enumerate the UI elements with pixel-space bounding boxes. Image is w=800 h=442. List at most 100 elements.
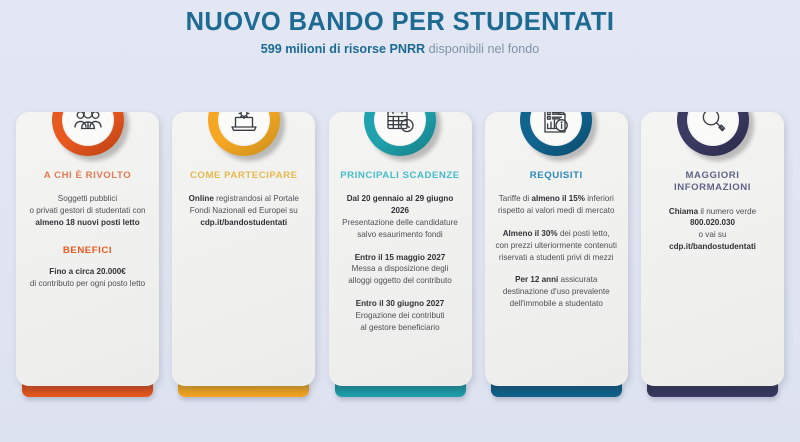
card-a-chi-e-rivolto[interactable]: A CHI È RIVOLTO Soggetti pubblici o privat…	[16, 112, 159, 386]
text-line: salvo esaurimento fondi	[338, 229, 463, 241]
card-accent-tab	[647, 383, 778, 397]
text-line: Dal 20 gennaio al 29 giugno 2026	[338, 193, 463, 217]
body-text: Fondi Nazionali ed Europei su	[189, 206, 298, 216]
body-text: con prezzi ulteriormente contenuti	[495, 240, 617, 250]
page-title: NUOVO BANDO PER STUDENTATI	[185, 8, 615, 36]
emphasis-text: Per 12 anni	[515, 275, 559, 285]
text-line: di contributo per ogni posto letto	[25, 278, 150, 290]
text-line: Entro il 15 maggio 2027	[338, 252, 463, 264]
body-text: Messa a disposizione degli	[351, 264, 449, 274]
text-line: almeno 18 nuovi posti letto	[25, 217, 150, 229]
body-text: Tariffe di	[498, 194, 532, 204]
body-text: assicurata	[558, 275, 598, 285]
card-text-block: Entro il 15 maggio 2027 Messa a disposizi…	[338, 252, 463, 287]
body-text: il numero verde	[698, 206, 757, 216]
card-come-partecipare[interactable]: COME PARTECIPARE Online registrandosi al …	[172, 112, 316, 386]
subtitle-highlight: 599 milioni di risorse PNRR	[260, 42, 426, 57]
text-line: cdp.it/bandostudentati	[650, 241, 775, 253]
card-slot-requisiti: REQUISITI Tariffe di almeno il 15% inferi…	[484, 112, 628, 397]
text-line: Soggetti pubblici	[25, 193, 150, 205]
card-accent-tab	[178, 383, 310, 397]
text-line: dell'immobile a studentato	[494, 298, 619, 310]
card-sub-text-block: Fino a circa 20.000€ di contributo per og…	[25, 266, 150, 290]
emphasis-text: Chiama	[668, 206, 699, 216]
body-text: Soggetti pubblici	[57, 194, 118, 204]
body-text: dei posti letto,	[557, 228, 610, 238]
card-maggiori-informazioni[interactable]: MAGGIORI INFORMAZIONI Chiama il numero ve…	[641, 112, 784, 386]
body-text: rispetto ai valori medi di mercato	[497, 206, 615, 216]
text-line: Tariffe di almeno il 15% inferiori	[494, 193, 619, 205]
text-line: con prezzi ulteriormente contenuti	[494, 240, 619, 252]
card-accent-tab	[490, 383, 622, 397]
text-line: Fino a circa 20.000€	[25, 266, 150, 278]
text-line: Presentazione delle candidature	[338, 217, 463, 229]
card-accent-tab	[334, 383, 466, 397]
emphasis-text: 800.020.030	[689, 218, 735, 228]
emphasis-text: cdp.it/bandostudentati	[200, 217, 288, 227]
card-text-block: Soggetti pubblici o privati gestori di st…	[25, 193, 150, 228]
body-text: Presentazione delle candidature	[342, 217, 458, 227]
body-text: registrandosi al Portale	[213, 194, 299, 204]
card-slot-come-partecipare: COME PARTECIPARE Online registrandosi al …	[172, 112, 316, 397]
body-text: alloggi oggetto del contributo	[348, 276, 452, 286]
card-text-block: Entro il 30 giugno 2027 Erogazione dei co…	[338, 298, 463, 333]
emphasis-text: Entro il 30 giugno 2027	[355, 298, 445, 308]
emphasis-text: Fino a circa 20.000€	[49, 266, 126, 276]
card-accent-tab	[22, 383, 153, 397]
card-heading: PRINCIPALI SCADENZE	[340, 170, 460, 181]
card-slot-principali-scadenze: PRINCIPALI SCADENZE Dal 20 gennaio al 29 …	[328, 112, 472, 397]
text-line: Fondi Nazionali ed Europei su	[181, 205, 306, 217]
card-text-block: Dal 20 gennaio al 29 giugno 2026 Presenta…	[338, 193, 463, 240]
text-line: Chiama il numero verde	[650, 206, 775, 218]
text-line: rispetto ai valori medi di mercato	[494, 205, 619, 217]
emphasis-text: Online	[188, 194, 214, 204]
subtitle-rest: disponibili nel fondo	[425, 42, 540, 57]
card-icon-badge	[51, 112, 129, 161]
body-text: destinazione d'uso prevalente	[502, 287, 610, 297]
text-line: Messa a disposizione degli	[338, 263, 463, 275]
body-text: al gestore beneficiario	[360, 322, 440, 332]
card-requisiti[interactable]: REQUISITI Tariffe di almeno il 15% inferi…	[484, 112, 628, 386]
cards-row: A CHI È RIVOLTO Soggetti pubblici o privat…	[16, 112, 784, 397]
card-icon-badge	[207, 112, 285, 161]
card-heading: REQUISITI	[529, 170, 583, 181]
text-line: destinazione d'uso prevalente	[494, 286, 619, 298]
text-line: Entro il 30 giugno 2027	[338, 298, 463, 310]
emphasis-text: cdp.it/bandostudentati	[669, 241, 756, 251]
card-icon-badge	[676, 112, 754, 161]
body-text: salvo esaurimento fondi	[357, 229, 443, 239]
card-sub-heading: BENEFICI	[62, 244, 113, 256]
text-line: Erogazione dei contributi	[338, 310, 463, 322]
card-text-block: Online registrandosi al Portale Fondi Naz…	[181, 193, 306, 228]
text-line: Online registrandosi al Portale	[181, 193, 306, 205]
poster-header: NUOVO BANDO PER STUDENTATI 599 milioni d…	[0, 8, 800, 57]
text-line: Per 12 anni assicurata	[494, 274, 619, 286]
card-icon-badge	[520, 112, 598, 161]
card-text-block: Tariffe di almeno il 15% inferiori rispet…	[494, 193, 619, 217]
text-line: al gestore beneficiario	[338, 322, 463, 334]
card-heading: A CHI È RIVOLTO	[43, 170, 132, 181]
body-text: inferiori	[584, 194, 614, 204]
body-text: riservati a studenti privi di mezzi	[498, 252, 614, 262]
emphasis-text: almeno il 15%	[531, 194, 585, 204]
emphasis-text: Almeno il 30%	[502, 228, 558, 238]
card-text-block: Almeno il 30% dei posti letto, con prezzi…	[494, 228, 619, 263]
card-slot-maggiori-informazioni: MAGGIORI INFORMAZIONI Chiama il numero ve…	[641, 112, 784, 397]
text-line: 800.020.030	[650, 217, 775, 229]
body-text: o vai su	[698, 230, 727, 240]
text-line: o privati gestori di studentati con	[25, 205, 150, 217]
emphasis-text: Dal 20 gennaio al 29 giugno 2026	[346, 194, 454, 216]
text-line: o vai su	[650, 229, 775, 241]
text-line: cdp.it/bandostudentati	[181, 217, 306, 229]
page-subtitle: 599 milioni di risorse PNRR disponibili …	[0, 42, 800, 57]
card-heading: COME PARTECIPARE	[189, 170, 298, 181]
card-heading: MAGGIORI INFORMAZIONI	[674, 170, 751, 194]
body-text: dell'immobile a studentato	[509, 298, 603, 308]
card-principali-scadenze[interactable]: PRINCIPALI SCADENZE Dal 20 gennaio al 29 …	[328, 112, 472, 386]
emphasis-text: almeno 18 nuovi posti letto	[35, 217, 140, 227]
emphasis-text: Entro il 15 maggio 2027	[354, 252, 446, 262]
card-text-block: Per 12 anni assicurata destinazione d'uso…	[494, 274, 619, 309]
body-text: o privati gestori di studentati con	[29, 206, 146, 216]
text-line: Almeno il 30% dei posti letto,	[494, 228, 619, 240]
